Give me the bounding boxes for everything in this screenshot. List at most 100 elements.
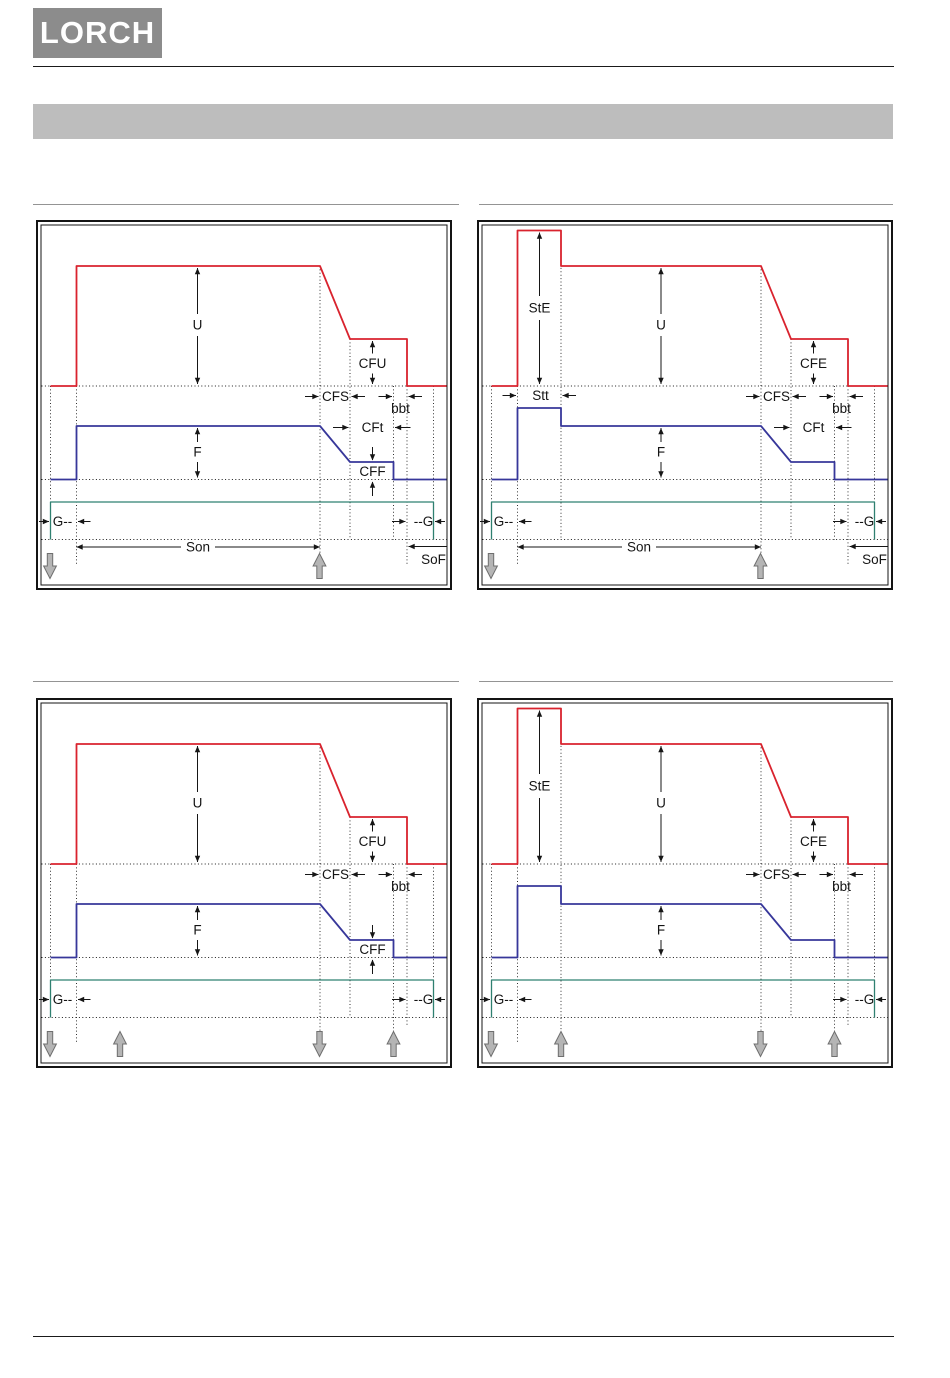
- voltage-curve: [50, 265, 447, 387]
- arrowhead: [435, 996, 442, 1003]
- label-U: U: [193, 318, 203, 333]
- arrowhead: [753, 871, 760, 878]
- arrowhead: [369, 377, 376, 384]
- label-Gpost: --G: [855, 992, 875, 1007]
- trigger-release-arrow: [827, 1030, 842, 1057]
- section-rule: [479, 681, 893, 682]
- arrowhead: [658, 471, 664, 478]
- label-U: U: [656, 796, 666, 811]
- arrowhead: [826, 871, 833, 878]
- arrowhead: [369, 959, 376, 966]
- label-Gpre: G--: [53, 514, 73, 529]
- logo-text: LORCH: [39, 15, 156, 50]
- arrowhead: [810, 341, 817, 348]
- arrowhead: [536, 377, 543, 384]
- label-Gpost: --G: [855, 514, 875, 529]
- label-bbt: bbt: [391, 401, 410, 416]
- trigger-press-arrow: [42, 553, 58, 580]
- arrowhead: [385, 871, 392, 878]
- label-U: U: [193, 796, 203, 811]
- arrowhead: [836, 424, 843, 431]
- arrowhead: [792, 871, 799, 878]
- panel-frame-inner: [40, 224, 448, 586]
- wirefeed-curve: [50, 903, 447, 959]
- diagram-2step-start-energy: U F CFE StE CFS bbt CFt Stt G-- --G Son SoF: [477, 220, 893, 590]
- header-rule: [33, 66, 894, 67]
- arrowhead: [849, 393, 856, 400]
- label-Gpost: --G: [414, 514, 434, 529]
- gas-line: [490, 501, 876, 540]
- arrowhead: [42, 518, 49, 525]
- arrowhead: [194, 428, 201, 435]
- label-CFS: CFS: [763, 867, 790, 882]
- title-banner-text: [33, 104, 893, 120]
- arrowhead: [42, 996, 49, 1003]
- timing-diagram-svg: U F CFE StE CFS bbt CFt Stt G-- --G Son SoF: [477, 220, 893, 590]
- footer-rule: [33, 1336, 894, 1337]
- timing-diagram-svg: U F CFU CFS bbt CFt G-- --G CFF Son SoF: [36, 220, 452, 590]
- arrowhead: [753, 393, 760, 400]
- arrowhead: [517, 544, 524, 550]
- label-F: F: [193, 923, 201, 938]
- trigger-press-arrow: [312, 1031, 327, 1058]
- trigger-release-arrow: [386, 1030, 401, 1057]
- label-CFF: CFF: [359, 464, 385, 479]
- arrowhead: [509, 392, 516, 399]
- arrowhead: [435, 518, 442, 525]
- arrowhead: [408, 393, 415, 400]
- label-F: F: [657, 445, 665, 460]
- lorch-logo: LORCH: [33, 8, 162, 58]
- arrowhead: [194, 268, 201, 275]
- arrowhead: [562, 392, 569, 399]
- label-CFS: CFS: [763, 389, 790, 404]
- wirefeed-curve: [50, 425, 447, 481]
- arrowhead: [483, 518, 490, 525]
- arrowhead: [369, 341, 376, 348]
- arrowhead: [408, 871, 415, 878]
- arrowhead: [369, 932, 376, 939]
- section-rule: [33, 204, 459, 205]
- label-Stt: Stt: [532, 388, 549, 403]
- arrowhead: [369, 454, 376, 461]
- arrowhead: [399, 518, 406, 525]
- label-Gpost: --G: [414, 992, 434, 1007]
- label-StE: StE: [529, 779, 551, 794]
- arrowhead: [658, 428, 664, 435]
- arrowhead: [194, 855, 201, 862]
- diagram-4step-standard: U F CFU CFS bbt G-- --G CFF: [36, 698, 452, 1068]
- label-bbt: bbt: [391, 879, 410, 894]
- panel-frame-outer: [36, 698, 452, 1068]
- arrowhead: [536, 232, 543, 239]
- arrowhead: [385, 393, 392, 400]
- arrowhead: [536, 710, 543, 717]
- arrowhead: [194, 746, 201, 753]
- panel-frame-inner: [481, 702, 889, 1064]
- label-CFU: CFU: [359, 356, 387, 371]
- arrowhead: [840, 996, 847, 1003]
- voltage-curve: [50, 743, 447, 865]
- trigger-release-arrow: [112, 1030, 128, 1057]
- wirefeed-curve: [491, 407, 888, 481]
- label-CFt: CFt: [803, 420, 825, 435]
- arrowhead: [408, 543, 415, 550]
- trigger-press-arrow: [483, 1031, 499, 1058]
- arrowhead: [658, 949, 664, 956]
- arrowhead: [840, 518, 847, 525]
- wirefeed-curve: [491, 885, 888, 959]
- diagram-4step-start-energy: U F CFE StE CFS bbt G-- --G: [477, 698, 893, 1068]
- panel-frame-outer: [36, 220, 452, 590]
- label-SoF: SoF: [862, 552, 887, 567]
- arrowhead: [351, 393, 358, 400]
- arrowhead: [536, 855, 543, 862]
- arrowhead: [194, 906, 201, 913]
- label-Gpre: G--: [494, 992, 514, 1007]
- label-CFS: CFS: [322, 867, 349, 882]
- arrowhead: [783, 424, 790, 431]
- arrowhead: [78, 518, 85, 525]
- arrowhead: [519, 996, 526, 1003]
- trigger-press-arrow: [483, 553, 499, 580]
- gas-line: [490, 979, 876, 1018]
- diagram-2step-standard: U F CFU CFS bbt CFt G-- --G CFF Son SoF: [36, 220, 452, 590]
- arrowhead: [194, 377, 201, 384]
- arrowhead: [351, 871, 358, 878]
